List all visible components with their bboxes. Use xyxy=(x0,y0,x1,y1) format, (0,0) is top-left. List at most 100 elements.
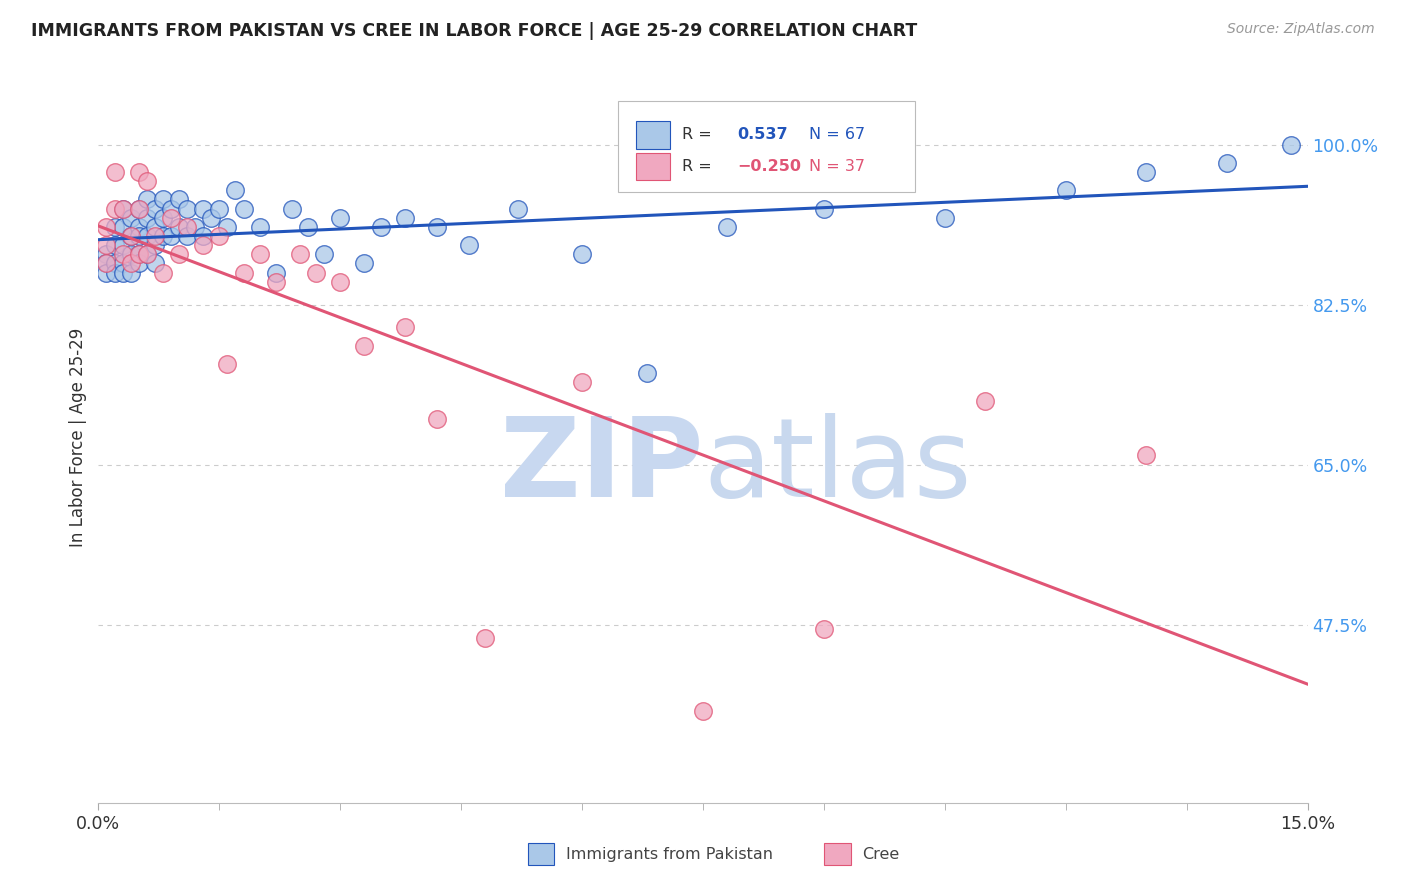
Text: R =: R = xyxy=(682,159,713,174)
Bar xyxy=(824,843,851,865)
Point xyxy=(103,165,125,179)
Point xyxy=(571,247,593,261)
Point xyxy=(128,202,150,216)
Point xyxy=(128,219,150,234)
Point xyxy=(934,211,956,225)
Point xyxy=(103,219,125,234)
Point xyxy=(120,247,142,261)
Point xyxy=(394,211,416,225)
Point xyxy=(135,247,157,261)
Point xyxy=(152,266,174,280)
Bar xyxy=(527,843,554,865)
Point xyxy=(1135,165,1157,179)
Point xyxy=(143,202,166,216)
Text: atlas: atlas xyxy=(703,413,972,520)
Point xyxy=(264,266,287,280)
Point xyxy=(288,247,311,261)
Point xyxy=(1216,155,1239,169)
Point xyxy=(128,228,150,243)
Point xyxy=(160,202,183,216)
Point xyxy=(128,202,150,216)
Point xyxy=(152,228,174,243)
Point xyxy=(636,366,658,380)
Text: −0.250: −0.250 xyxy=(737,159,801,174)
Point xyxy=(120,228,142,243)
Point xyxy=(813,622,835,636)
Point xyxy=(426,219,449,234)
Point xyxy=(103,266,125,280)
Point xyxy=(160,211,183,225)
Point xyxy=(249,219,271,234)
Point xyxy=(329,275,352,289)
Point xyxy=(458,238,481,252)
Point xyxy=(96,256,118,270)
Point xyxy=(232,266,254,280)
Point xyxy=(224,183,246,197)
Point xyxy=(160,228,183,243)
Point xyxy=(176,219,198,234)
Point xyxy=(193,202,215,216)
Point xyxy=(143,238,166,252)
Point xyxy=(96,266,118,280)
Y-axis label: In Labor Force | Age 25-29: In Labor Force | Age 25-29 xyxy=(69,327,87,547)
Point xyxy=(167,219,190,234)
Point xyxy=(96,256,118,270)
Point xyxy=(974,393,997,408)
Point xyxy=(394,320,416,334)
Point xyxy=(184,219,207,234)
Point xyxy=(297,219,319,234)
Point xyxy=(176,228,198,243)
Point xyxy=(353,338,375,352)
Point xyxy=(217,219,239,234)
Point xyxy=(281,202,304,216)
Point xyxy=(120,266,142,280)
Bar xyxy=(637,153,671,180)
Bar xyxy=(637,121,671,149)
Point xyxy=(111,247,134,261)
Point xyxy=(1054,183,1077,197)
Point xyxy=(96,219,118,234)
Point xyxy=(135,211,157,225)
Point xyxy=(1135,448,1157,462)
Point xyxy=(135,174,157,188)
Point xyxy=(135,228,157,243)
Point xyxy=(305,266,328,280)
Text: N = 67: N = 67 xyxy=(810,128,866,143)
Point xyxy=(474,632,496,646)
Point xyxy=(193,238,215,252)
Point xyxy=(208,228,231,243)
Point xyxy=(176,202,198,216)
Point xyxy=(111,202,134,216)
Point xyxy=(167,247,190,261)
Point xyxy=(96,247,118,261)
Point xyxy=(1281,137,1303,152)
Point xyxy=(111,219,134,234)
Point xyxy=(426,412,449,426)
Text: N = 37: N = 37 xyxy=(810,159,866,174)
Point xyxy=(232,202,254,216)
Point xyxy=(128,247,150,261)
Point xyxy=(143,228,166,243)
Point xyxy=(264,275,287,289)
Point xyxy=(716,219,738,234)
Point xyxy=(152,211,174,225)
Point xyxy=(135,247,157,261)
Text: IMMIGRANTS FROM PAKISTAN VS CREE IN LABOR FORCE | AGE 25-29 CORRELATION CHART: IMMIGRANTS FROM PAKISTAN VS CREE IN LABO… xyxy=(31,22,917,40)
Point xyxy=(103,256,125,270)
Point xyxy=(143,219,166,234)
Point xyxy=(217,357,239,371)
Point xyxy=(193,228,215,243)
Point xyxy=(813,202,835,216)
Point xyxy=(128,247,150,261)
Point xyxy=(111,256,134,270)
Text: Immigrants from Pakistan: Immigrants from Pakistan xyxy=(567,847,773,862)
Point xyxy=(120,256,142,270)
Point xyxy=(143,256,166,270)
Point xyxy=(103,238,125,252)
Point xyxy=(329,211,352,225)
Point xyxy=(135,193,157,207)
Point xyxy=(249,247,271,261)
Text: Cree: Cree xyxy=(863,847,900,862)
FancyBboxPatch shape xyxy=(619,101,915,192)
Point xyxy=(111,266,134,280)
